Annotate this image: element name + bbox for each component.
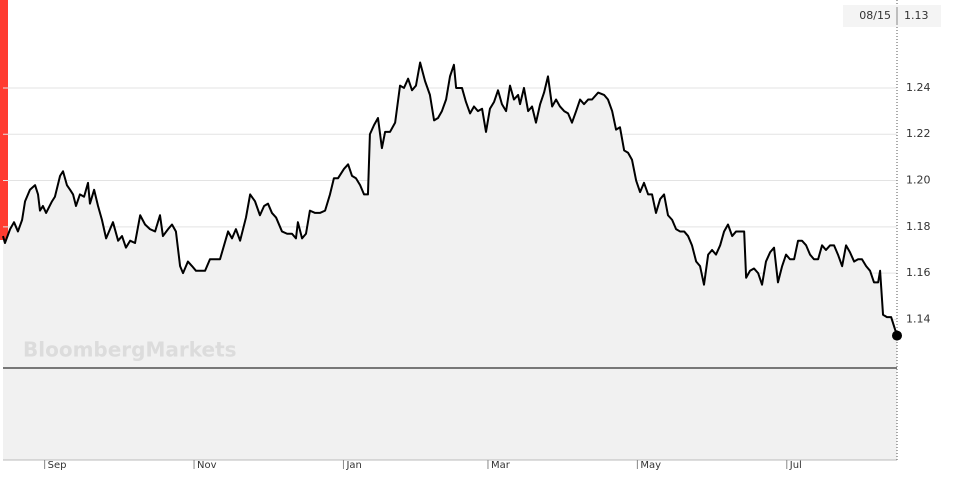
lower-panel xyxy=(3,368,897,460)
x-tick-label: Mar xyxy=(491,460,511,471)
y-tick-label: 1.16 xyxy=(906,266,931,279)
y-tick-label: 1.24 xyxy=(906,81,931,94)
y-tick-label: 1.20 xyxy=(906,174,931,187)
y-tick-label: 1.22 xyxy=(906,127,931,140)
y-tick-label: 1.14 xyxy=(906,312,931,325)
x-tick-label: May xyxy=(640,460,661,471)
last-box xyxy=(843,5,941,27)
area-fill xyxy=(3,62,897,368)
watermark: BloombergMarkets xyxy=(23,338,237,362)
y-tick-label: 1.18 xyxy=(906,220,931,233)
x-tick-label: Nov xyxy=(197,460,217,471)
price-line xyxy=(2,61,898,336)
last-point xyxy=(892,330,902,341)
x-tick-label: Jul xyxy=(789,460,802,471)
last-price: 1.13 xyxy=(904,9,929,22)
x-tick-label: Sep xyxy=(48,460,67,471)
red-bar xyxy=(0,0,8,240)
last-date: 08/15 xyxy=(859,9,891,22)
x-tick-label: Jan xyxy=(345,460,361,471)
